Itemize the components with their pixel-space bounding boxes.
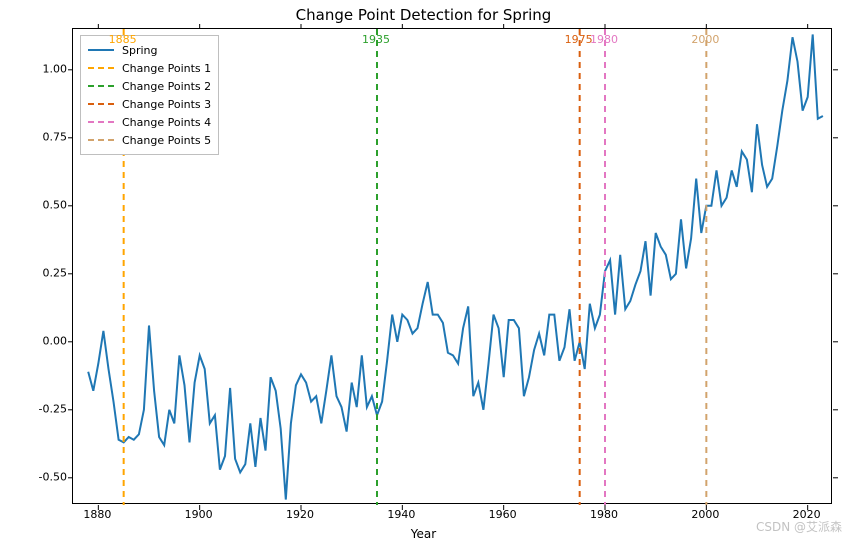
legend-swatch bbox=[88, 49, 114, 51]
legend-entry: Change Points 4 bbox=[88, 113, 211, 131]
legend: Spring Change Points 1 Change Points 2 Chan… bbox=[80, 35, 219, 155]
y-tick-label: 0.50 bbox=[43, 198, 68, 211]
change-point-label-3: 1975 bbox=[565, 33, 593, 46]
legend-entry: Change Points 5 bbox=[88, 131, 211, 149]
y-tick-label: 1.00 bbox=[43, 62, 68, 75]
y-tick-label: 0.25 bbox=[43, 266, 68, 279]
legend-swatch bbox=[88, 121, 114, 123]
legend-swatch bbox=[88, 139, 114, 141]
chart-title: Change Point Detection for Spring bbox=[0, 6, 847, 24]
x-tick-label: 1900 bbox=[185, 508, 213, 521]
legend-swatch bbox=[88, 85, 114, 87]
change-point-label-2: 1935 bbox=[362, 33, 390, 46]
y-tick-label: 0.00 bbox=[43, 334, 68, 347]
watermark: CSDN @艾派森 bbox=[756, 518, 842, 535]
legend-entry: Change Points 1 bbox=[88, 59, 211, 77]
y-tick-label: -0.50 bbox=[39, 470, 67, 483]
legend-label: Change Points 3 bbox=[122, 98, 211, 111]
change-point-label-4: 1980 bbox=[590, 33, 618, 46]
legend-swatch bbox=[88, 67, 114, 69]
x-tick-label: 1920 bbox=[286, 508, 314, 521]
x-tick-label: 1940 bbox=[387, 508, 415, 521]
change-point-label-5: 2000 bbox=[691, 33, 719, 46]
legend-entry: Spring bbox=[88, 41, 211, 59]
legend-label: Change Points 4 bbox=[122, 116, 211, 129]
chart-container: Change Point Detection for Spring -0.50 -… bbox=[0, 0, 847, 545]
x-tick-label: 1960 bbox=[489, 508, 517, 521]
change-point-label-1: 1885 bbox=[109, 33, 137, 46]
legend-entry: Change Points 2 bbox=[88, 77, 211, 95]
x-axis-label: Year bbox=[0, 527, 847, 541]
legend-entry: Change Points 3 bbox=[88, 95, 211, 113]
legend-label: Change Points 5 bbox=[122, 134, 211, 147]
x-tick-label: 2000 bbox=[691, 508, 719, 521]
x-tick-label: 1880 bbox=[83, 508, 111, 521]
legend-label: Change Points 2 bbox=[122, 80, 211, 93]
y-tick-label: 0.75 bbox=[43, 130, 68, 143]
y-tick-label: -0.25 bbox=[39, 402, 67, 415]
x-tick-label: 1980 bbox=[590, 508, 618, 521]
legend-swatch bbox=[88, 103, 114, 105]
legend-label: Change Points 1 bbox=[122, 62, 211, 75]
